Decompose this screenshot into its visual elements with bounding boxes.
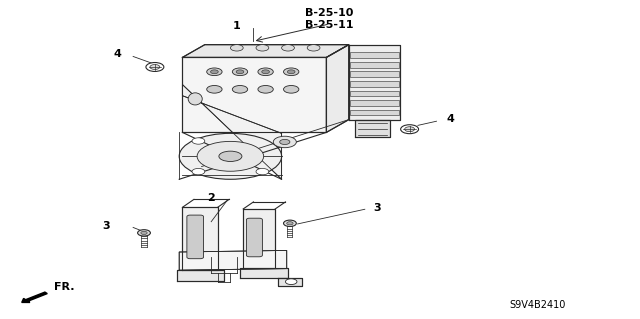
Bar — [350, 110, 399, 115]
Polygon shape — [243, 209, 275, 268]
Polygon shape — [182, 85, 282, 179]
Polygon shape — [278, 278, 302, 286]
Text: FR.: FR. — [54, 282, 75, 292]
Ellipse shape — [219, 151, 242, 161]
Bar — [350, 81, 399, 87]
Bar — [350, 71, 399, 77]
Circle shape — [262, 70, 269, 74]
Circle shape — [146, 63, 164, 71]
Circle shape — [138, 230, 150, 236]
FancyBboxPatch shape — [187, 215, 204, 259]
Circle shape — [401, 125, 419, 134]
FancyBboxPatch shape — [246, 218, 262, 257]
Circle shape — [273, 136, 296, 148]
Circle shape — [150, 64, 160, 70]
Circle shape — [258, 85, 273, 93]
Circle shape — [280, 139, 290, 145]
Circle shape — [285, 279, 297, 285]
Ellipse shape — [179, 133, 282, 179]
Polygon shape — [182, 45, 349, 57]
Ellipse shape — [188, 93, 202, 105]
Circle shape — [284, 220, 296, 226]
Circle shape — [192, 138, 205, 144]
Polygon shape — [182, 57, 326, 132]
Polygon shape — [355, 120, 390, 137]
Circle shape — [307, 45, 320, 51]
Text: B-25-10
B-25-11: B-25-10 B-25-11 — [305, 8, 354, 30]
Circle shape — [232, 85, 248, 93]
Circle shape — [287, 222, 293, 225]
Circle shape — [232, 68, 248, 76]
Bar — [350, 91, 399, 96]
Bar — [350, 62, 399, 68]
Polygon shape — [326, 45, 349, 132]
Polygon shape — [182, 207, 218, 270]
Ellipse shape — [197, 141, 264, 171]
Circle shape — [258, 68, 273, 76]
Circle shape — [282, 45, 294, 51]
Text: 3: 3 — [102, 221, 110, 231]
Text: 2: 2 — [207, 193, 215, 204]
Text: 3: 3 — [373, 203, 381, 213]
Circle shape — [207, 85, 222, 93]
Circle shape — [284, 85, 299, 93]
Circle shape — [141, 231, 147, 234]
Polygon shape — [349, 45, 400, 120]
Text: 4: 4 — [447, 114, 454, 124]
Circle shape — [256, 45, 269, 51]
Polygon shape — [240, 268, 288, 278]
Circle shape — [230, 45, 243, 51]
Polygon shape — [177, 270, 224, 281]
Circle shape — [192, 168, 205, 175]
Circle shape — [256, 168, 269, 175]
Polygon shape — [179, 250, 287, 270]
Circle shape — [236, 70, 244, 74]
Bar — [350, 100, 399, 106]
Text: 4: 4 — [114, 49, 122, 59]
Text: S9V4B2410: S9V4B2410 — [509, 300, 566, 310]
Circle shape — [207, 68, 222, 76]
Circle shape — [404, 127, 415, 132]
Text: 1: 1 — [232, 20, 240, 31]
Circle shape — [284, 68, 299, 76]
FancyArrow shape — [22, 292, 47, 302]
Circle shape — [287, 70, 295, 74]
Circle shape — [211, 70, 218, 74]
Bar — [350, 52, 399, 58]
